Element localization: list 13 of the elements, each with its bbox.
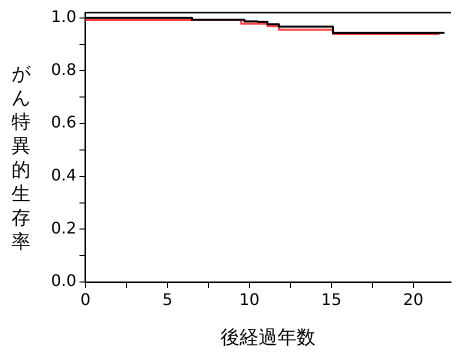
x-tick-label: 0: [80, 290, 91, 309]
y-tick-label: 0.0: [50, 271, 76, 290]
x-tick-label: 5: [162, 290, 172, 309]
y-tick-label: 0.6: [50, 112, 76, 132]
x-tick-label: 10: [239, 290, 260, 309]
x-tick-label: 20: [403, 290, 424, 309]
y-axis-title: がん特異的生存率: [10, 62, 32, 254]
x-tick-label: 15: [321, 290, 342, 309]
y-tick-label: 1.0: [50, 7, 76, 26]
y-tick-label: 0.2: [50, 218, 76, 238]
x-axis-title: 後経過年数: [220, 326, 316, 349]
y-tick-label: 0.8: [50, 60, 76, 79]
y-tick-label: 0.4: [50, 166, 76, 185]
